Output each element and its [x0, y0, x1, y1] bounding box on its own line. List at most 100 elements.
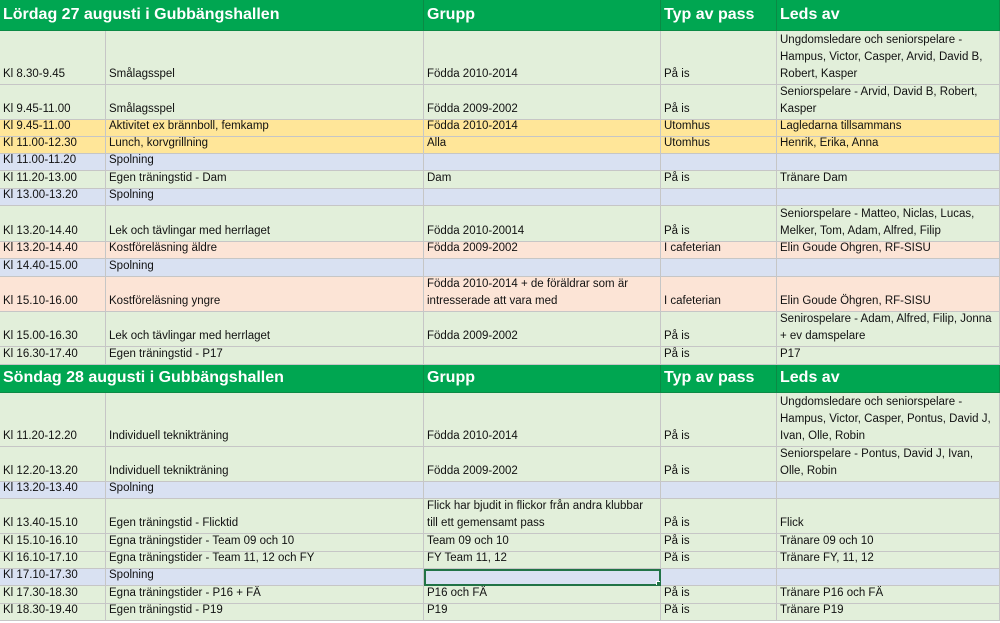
- led-by-cell[interactable]: Henrik, Erika, Anna: [777, 137, 1000, 154]
- type-cell[interactable]: [661, 569, 777, 586]
- group-cell[interactable]: Födda 2010-2014: [424, 393, 661, 447]
- time-cell[interactable]: Kl 8.30-9.45: [0, 31, 106, 85]
- led-by-cell[interactable]: Seniorspelare - Matteo, Niclas, Lucas, M…: [777, 206, 1000, 242]
- type-cell[interactable]: Utomhus: [661, 120, 777, 137]
- led-by-cell[interactable]: Flick: [777, 499, 1000, 534]
- activity-cell[interactable]: Spolning: [106, 569, 424, 586]
- group-cell[interactable]: P19: [424, 604, 661, 621]
- activity-cell[interactable]: Egen träningstid - P19: [106, 604, 424, 621]
- type-cell[interactable]: [661, 154, 777, 171]
- group-cell[interactable]: Födda 2010-2014: [424, 31, 661, 85]
- time-cell[interactable]: Kl 9.45-11.00: [0, 85, 106, 120]
- led-by-cell[interactable]: [777, 189, 1000, 206]
- header-leds-cell[interactable]: Leds av: [777, 0, 1000, 31]
- group-cell[interactable]: Födda 2009-2002: [424, 85, 661, 120]
- led-by-cell[interactable]: Tränare Dam: [777, 171, 1000, 189]
- type-cell[interactable]: På is: [661, 312, 777, 347]
- group-cell[interactable]: Födda 2010-2014: [424, 120, 661, 137]
- type-cell[interactable]: På is: [661, 534, 777, 552]
- led-by-cell[interactable]: Lagledarna tillsammans: [777, 120, 1000, 137]
- type-cell[interactable]: [661, 259, 777, 277]
- group-cell[interactable]: Team 09 och 10: [424, 534, 661, 552]
- group-cell[interactable]: [424, 482, 661, 499]
- activity-cell[interactable]: Egna träningstider - Team 11, 12 och FY: [106, 552, 424, 569]
- time-cell[interactable]: Kl 16.10-17.10: [0, 552, 106, 569]
- group-cell[interactable]: Alla: [424, 137, 661, 154]
- time-cell[interactable]: Kl 15.10-16.10: [0, 534, 106, 552]
- activity-cell[interactable]: Lek och tävlingar med herrlaget: [106, 312, 424, 347]
- activity-cell[interactable]: Spolning: [106, 189, 424, 206]
- led-by-cell[interactable]: [777, 482, 1000, 499]
- activity-cell[interactable]: Smålagsspel: [106, 31, 424, 85]
- time-cell[interactable]: Kl 17.30-18.30: [0, 586, 106, 604]
- group-cell[interactable]: Dam: [424, 171, 661, 189]
- time-cell[interactable]: Kl 17.10-17.30: [0, 569, 106, 586]
- group-cell[interactable]: Födda 2010-20014: [424, 206, 661, 242]
- activity-cell[interactable]: Egna träningstider - P16 + FÄ: [106, 586, 424, 604]
- type-cell[interactable]: På is: [661, 85, 777, 120]
- group-cell[interactable]: [424, 189, 661, 206]
- group-cell[interactable]: [424, 347, 661, 365]
- led-by-cell[interactable]: Elin Goude Öhgren, RF-SISU: [777, 242, 1000, 259]
- led-by-cell[interactable]: Tränare 09 och 10: [777, 534, 1000, 552]
- time-cell[interactable]: Kl 13.20-14.40: [0, 206, 106, 242]
- activity-cell[interactable]: Kostföreläsning äldre: [106, 242, 424, 259]
- led-by-cell[interactable]: Seniorspelare - Arvid, David B, Robert, …: [777, 85, 1000, 120]
- type-cell[interactable]: [661, 189, 777, 206]
- led-by-cell[interactable]: Tränare P16 och FÄ: [777, 586, 1000, 604]
- header-typ-cell[interactable]: Typ av pass: [661, 365, 777, 393]
- type-cell[interactable]: På is: [661, 31, 777, 85]
- header-grupp-cell[interactable]: Grupp: [424, 365, 661, 393]
- group-cell[interactable]: Födda 2009-2002: [424, 447, 661, 482]
- type-cell[interactable]: [661, 482, 777, 499]
- time-cell[interactable]: Kl 12.20-13.20: [0, 447, 106, 482]
- type-cell[interactable]: På is: [661, 393, 777, 447]
- header-grupp-cell[interactable]: Grupp: [424, 0, 661, 31]
- time-cell[interactable]: Kl 13.20-13.40: [0, 482, 106, 499]
- activity-cell[interactable]: Egen träningstid - Dam: [106, 171, 424, 189]
- time-cell[interactable]: Kl 15.10-16.00: [0, 277, 106, 312]
- activity-cell[interactable]: Egen träningstid - Flicktid: [106, 499, 424, 534]
- led-by-cell[interactable]: [777, 569, 1000, 586]
- activity-cell[interactable]: Spolning: [106, 259, 424, 277]
- activity-cell[interactable]: Aktivitet ex brännboll, femkamp: [106, 120, 424, 137]
- group-cell[interactable]: Födda 2010-2014 + de föräldrar som är in…: [424, 277, 661, 312]
- time-cell[interactable]: Kl 13.20-14.40: [0, 242, 106, 259]
- led-by-cell[interactable]: [777, 259, 1000, 277]
- activity-cell[interactable]: Egen träningstid - P17: [106, 347, 424, 365]
- time-cell[interactable]: Kl 13.00-13.20: [0, 189, 106, 206]
- time-cell[interactable]: Kl 13.40-15.10: [0, 499, 106, 534]
- group-cell[interactable]: Födda 2009-2002: [424, 312, 661, 347]
- led-by-cell[interactable]: [777, 154, 1000, 171]
- type-cell[interactable]: I cafeterian: [661, 242, 777, 259]
- type-cell[interactable]: På is: [661, 499, 777, 534]
- time-cell[interactable]: Kl 14.40-15.00: [0, 259, 106, 277]
- led-by-cell[interactable]: Tränare P19: [777, 604, 1000, 621]
- led-by-cell[interactable]: Ungdomsledare och seniorspelare - Hampus…: [777, 31, 1000, 85]
- day-title-cell[interactable]: Söndag 28 augusti i Gubbängshallen: [0, 365, 424, 393]
- activity-cell[interactable]: Individuell teknikträning: [106, 393, 424, 447]
- type-cell[interactable]: På is: [661, 604, 777, 621]
- time-cell[interactable]: Kl 16.30-17.40: [0, 347, 106, 365]
- time-cell[interactable]: Kl 11.20-13.00: [0, 171, 106, 189]
- activity-cell[interactable]: Spolning: [106, 482, 424, 499]
- led-by-cell[interactable]: Seniorspelare - Pontus, David J, Ivan, O…: [777, 447, 1000, 482]
- led-by-cell[interactable]: Tränare FY, 11, 12: [777, 552, 1000, 569]
- type-cell[interactable]: På is: [661, 206, 777, 242]
- activity-cell[interactable]: Kostföreläsning yngre: [106, 277, 424, 312]
- day-title-cell[interactable]: Lördag 27 augusti i Gubbängshallen: [0, 0, 424, 31]
- led-by-cell[interactable]: Elin Goude Öhgren, RF-SISU: [777, 277, 1000, 312]
- header-leds-cell[interactable]: Leds av: [777, 365, 1000, 393]
- group-cell[interactable]: Flick har bjudit in flickor från andra k…: [424, 499, 661, 534]
- activity-cell[interactable]: Egna träningstider - Team 09 och 10: [106, 534, 424, 552]
- activity-cell[interactable]: Lunch, korvgrillning: [106, 137, 424, 154]
- type-cell[interactable]: I cafeterian: [661, 277, 777, 312]
- header-typ-cell[interactable]: Typ av pass: [661, 0, 777, 31]
- group-cell[interactable]: [424, 259, 661, 277]
- activity-cell[interactable]: Individuell teknikträning: [106, 447, 424, 482]
- led-by-cell[interactable]: Senirospelare - Adam, Alfred, Filip, Jon…: [777, 312, 1000, 347]
- activity-cell[interactable]: Lek och tävlingar med herrlaget: [106, 206, 424, 242]
- time-cell[interactable]: Kl 15.00-16.30: [0, 312, 106, 347]
- group-cell[interactable]: Födda 2009-2002: [424, 242, 661, 259]
- time-cell[interactable]: Kl 11.20-12.20: [0, 393, 106, 447]
